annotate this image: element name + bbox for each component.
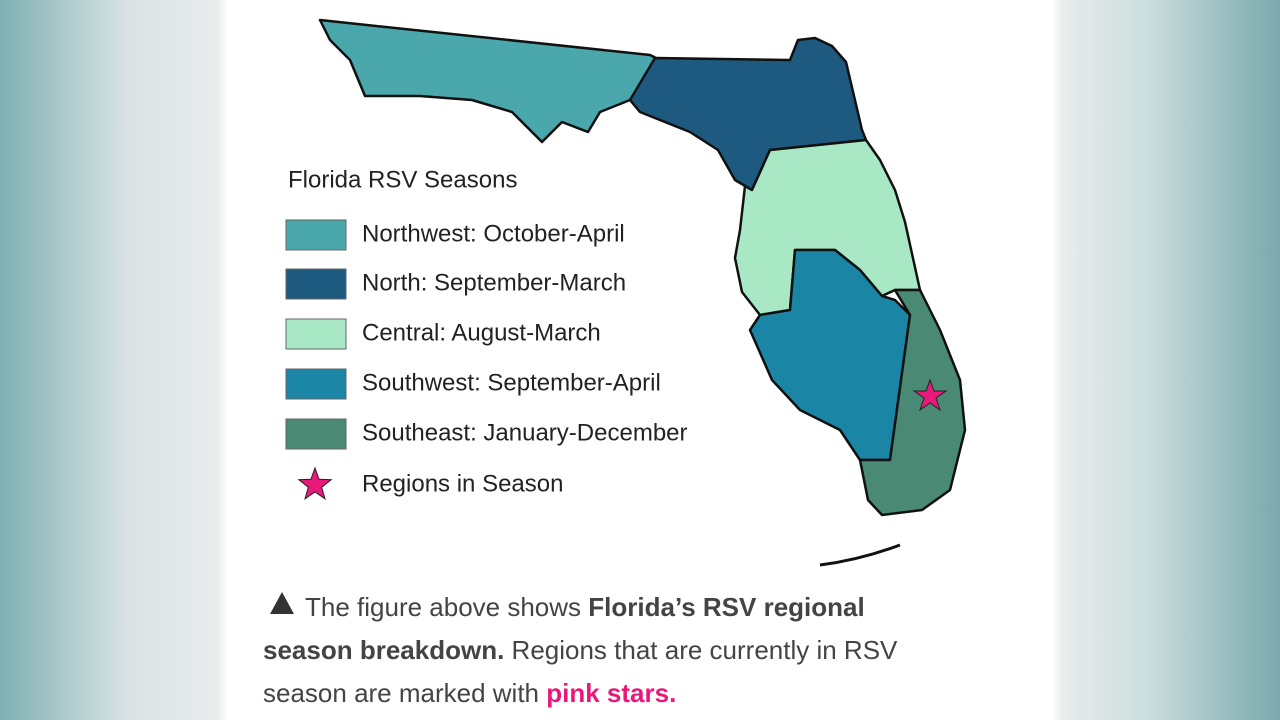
region-northwest xyxy=(318,18,662,144)
legend: Florida RSV Seasons Northwest: October-A… xyxy=(285,166,688,500)
caption-line: season breakdown. Regions that are curre… xyxy=(263,635,898,665)
caption-line: season are marked with pink stars. xyxy=(263,678,676,708)
caption-line: The figure above shows Florida’s RSV reg… xyxy=(305,592,865,622)
legend-label: Southeast: January-December xyxy=(362,419,688,446)
legend-title: Florida RSV Seasons xyxy=(288,166,517,193)
legend-swatch xyxy=(285,268,347,300)
caption-segment: pink stars. xyxy=(546,678,676,708)
caption: The figure above shows Florida’s RSV reg… xyxy=(263,592,898,708)
caption-segment: season are marked with xyxy=(263,678,546,708)
legend-label: Southwest: September-April xyxy=(362,369,661,396)
region-southeast xyxy=(858,288,967,517)
caption-segment: Florida’s RSV regional xyxy=(588,592,864,622)
legend-label: Regions in Season xyxy=(362,470,563,497)
legend-swatch xyxy=(285,368,347,400)
legend-label: Northwest: October-April xyxy=(362,220,625,247)
caption-triangle xyxy=(270,592,294,614)
legend-label: Central: August-March xyxy=(362,319,601,346)
caption-segment: season breakdown. xyxy=(263,635,504,665)
caption-segment: The figure above shows xyxy=(305,592,588,622)
legend-swatch xyxy=(285,418,347,450)
legend-star xyxy=(297,466,333,500)
legend-label: North: September-March xyxy=(362,269,626,296)
caption-segment: Regions that are currently in RSV xyxy=(504,635,898,665)
legend-swatch xyxy=(285,219,347,251)
season-star xyxy=(912,378,948,412)
keys xyxy=(819,543,901,567)
florida-map xyxy=(318,18,967,567)
legend-swatch xyxy=(285,318,347,350)
